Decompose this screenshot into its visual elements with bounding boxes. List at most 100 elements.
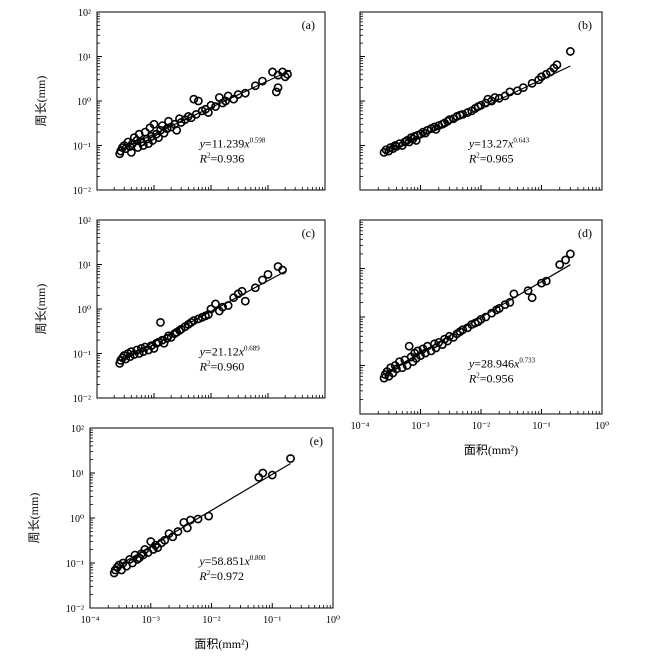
data-point — [537, 278, 546, 288]
equation-text: y=21.12x0.689 — [199, 344, 261, 358]
data-point — [458, 325, 468, 334]
data-point — [121, 354, 131, 364]
data-point — [286, 454, 295, 463]
equation-text: y=28.946x0.733 — [468, 356, 536, 370]
y-axis-label: 周长(mm) — [27, 493, 41, 544]
r2-text: R2=0.965 — [468, 151, 514, 165]
r2-value: =0.960 — [210, 359, 244, 373]
y-tick-label: 10¹ — [78, 261, 91, 272]
x-tick-label: 10⁻² — [472, 421, 490, 432]
data-point — [149, 344, 159, 353]
data-point — [280, 72, 290, 82]
data-point — [278, 265, 287, 275]
data-point — [125, 352, 135, 362]
data-point — [240, 88, 250, 98]
equation-x: x — [507, 136, 514, 150]
data-point — [258, 468, 268, 478]
data-point — [229, 94, 239, 104]
equation-x: x — [243, 136, 250, 150]
y-tick-label: 10¹ — [78, 53, 91, 64]
data-point — [240, 296, 250, 306]
x-tick-label: 10⁰ — [326, 615, 340, 626]
data-point — [134, 349, 144, 358]
equation-eq: = — [205, 136, 212, 150]
data-point — [565, 47, 575, 56]
data-point — [182, 523, 192, 533]
equation-exp: 0.598 — [250, 136, 266, 144]
panel-e: 10⁻² 10⁻¹ 10⁰ 10¹ 10² 10⁻⁴ 10⁻³ 10⁻² 10⁻¹ 10⁰ 周长(m… — [27, 424, 340, 651]
equation-y: y — [199, 136, 206, 150]
equation-x: x — [243, 554, 250, 568]
data-point — [138, 141, 148, 150]
data-point — [458, 109, 468, 119]
equation-y: y — [198, 554, 205, 568]
data-point — [283, 69, 292, 79]
r2-text: R2=0.972 — [198, 569, 244, 583]
data-point — [444, 331, 454, 341]
data-point — [561, 255, 570, 265]
data-point — [173, 527, 183, 536]
data-point — [476, 100, 486, 110]
y-tick-label: 10² — [78, 8, 91, 19]
data-point — [204, 511, 214, 521]
equation-eq: = — [205, 554, 212, 568]
data-point — [386, 363, 395, 373]
data-point — [156, 317, 165, 327]
r2-text: R2=0.960 — [199, 359, 245, 373]
x-axis-label: 面积(mm²) — [194, 637, 248, 651]
data-point — [523, 286, 533, 296]
data-point — [211, 102, 220, 111]
y-tick-label: 10⁰ — [70, 514, 84, 525]
r2-sup: 2 — [476, 151, 480, 159]
y-tick-label: 10⁻¹ — [66, 559, 84, 570]
data-point — [476, 314, 486, 324]
data-point — [392, 364, 401, 374]
data-point — [411, 136, 421, 145]
x-tick-label: 10⁻⁴ — [351, 421, 370, 432]
data-point — [463, 108, 472, 117]
r2-value: =0.972 — [210, 569, 244, 583]
equation-eq: = — [474, 136, 481, 150]
data-point — [527, 78, 537, 88]
data-point — [123, 137, 133, 147]
data-point — [218, 302, 228, 312]
data-point — [481, 312, 491, 322]
equation-text: y=11.239x0.598 — [199, 136, 266, 150]
x-tick-label: 10⁻¹ — [263, 615, 281, 626]
r2-text: R2=0.936 — [199, 151, 245, 165]
r2-sup: 2 — [207, 569, 211, 577]
panel-label: (a) — [302, 18, 315, 32]
r2-r: R — [199, 151, 208, 165]
data-point — [211, 299, 220, 309]
data-point — [494, 304, 504, 313]
data-point — [254, 472, 264, 482]
data-point — [271, 87, 281, 97]
panel-label: (d) — [578, 226, 592, 240]
x-axis-label: 面积(mm²) — [464, 443, 518, 457]
data-point — [168, 532, 178, 542]
equation-y: y — [468, 356, 475, 370]
data-point — [263, 269, 273, 279]
equation-eq: = — [205, 344, 212, 358]
data-point — [402, 361, 412, 370]
data-point — [203, 108, 213, 117]
r2-r: R — [468, 151, 477, 165]
x-tick-label: 10⁻⁴ — [81, 615, 100, 626]
equation-eq: = — [474, 356, 481, 370]
equation-exp: 0.689 — [244, 344, 260, 352]
data-point — [404, 341, 414, 351]
r2-sup: 2 — [207, 359, 211, 367]
panel-label: (b) — [578, 18, 592, 32]
equation-x: x — [238, 344, 245, 358]
panel-a: 10⁻² 10⁻¹ 10⁰ 10¹ 10² 周长(mm) (a) y=11.239x0.598… — [34, 8, 326, 197]
r2-r: R — [198, 569, 207, 583]
y-tick-label: 10⁰ — [77, 305, 91, 316]
data-point — [112, 562, 122, 572]
data-point — [250, 81, 260, 91]
y-axis-label: 周长(mm) — [34, 284, 48, 335]
y-tick-label: 10⁻² — [73, 394, 91, 405]
data-point — [172, 125, 182, 135]
data-point — [258, 76, 267, 86]
y-tick-label: 10¹ — [71, 469, 84, 480]
